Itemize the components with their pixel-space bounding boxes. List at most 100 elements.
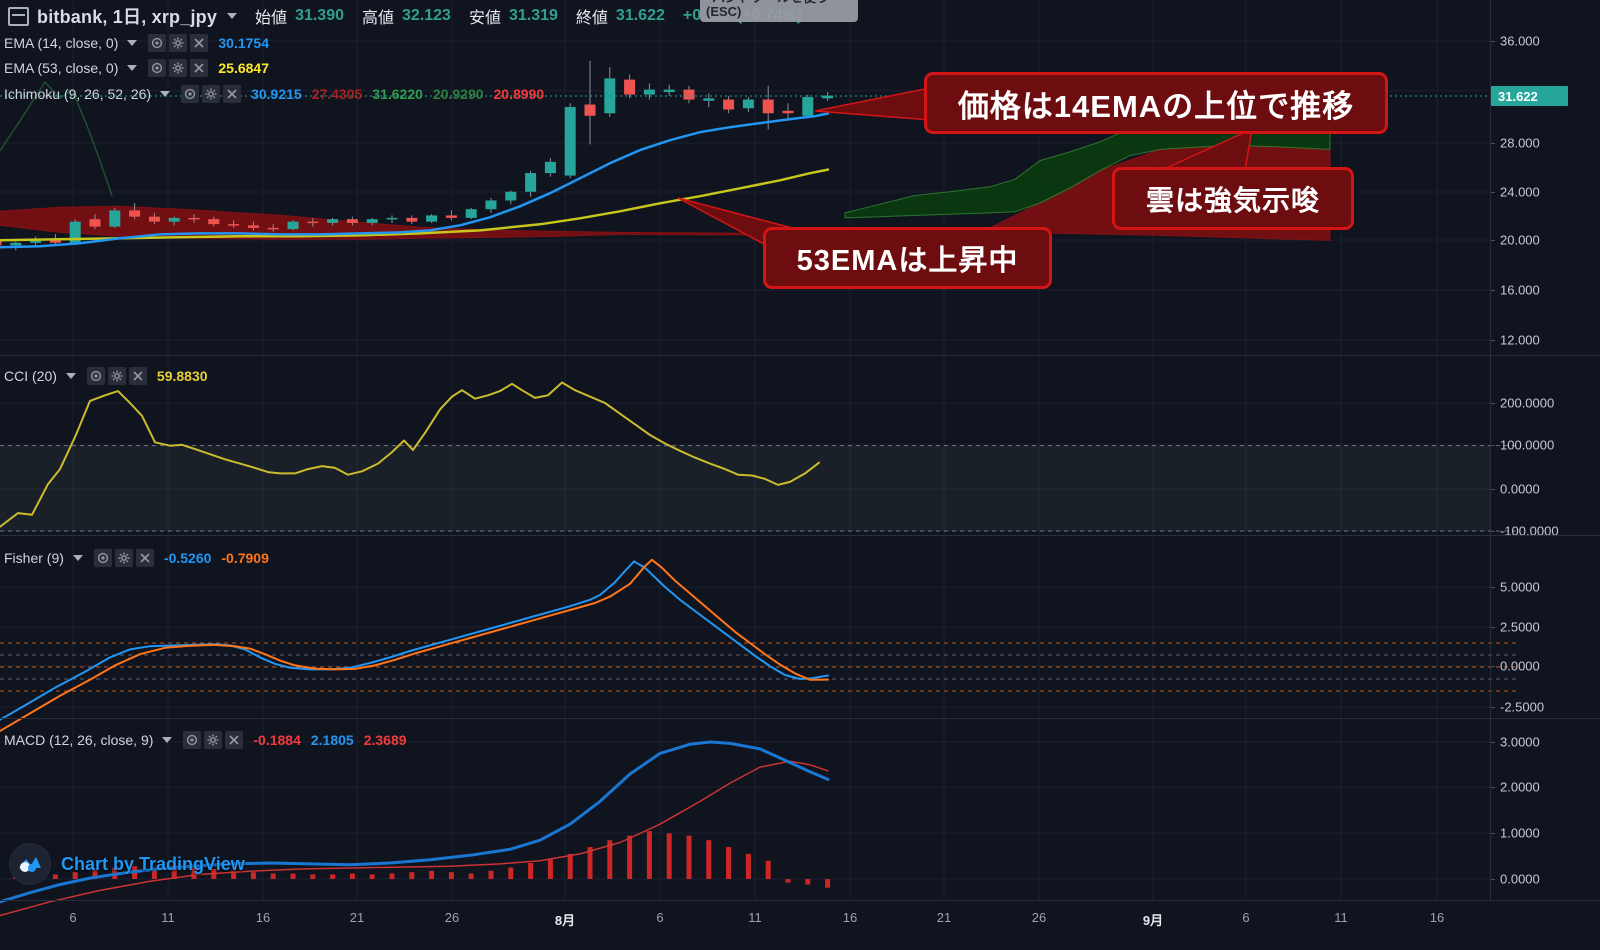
- chart-layout-icon[interactable]: [8, 6, 29, 26]
- candle-up: [69, 221, 81, 243]
- hint-tooltip: ハンドツールを使う (ESC): [700, 0, 858, 22]
- time-label: 16: [1429, 910, 1445, 925]
- macd-histogram-bar: [349, 873, 355, 879]
- ichimoku-chikou-line: [0, 81, 113, 197]
- indicator-dropdown-icon[interactable]: [65, 373, 76, 379]
- indicator-visibility-icon[interactable]: [148, 34, 167, 52]
- price-scale-column[interactable]: 36.000 28.000 24.000 20.000 16.000 12.000 200.…: [1490, 0, 1600, 900]
- macd-histogram-bar: [171, 865, 177, 879]
- annotation-ema-text: 53EMAは上昇中: [796, 245, 1019, 277]
- indicator-visibility-icon[interactable]: [183, 731, 202, 749]
- panel-separator[interactable]: [0, 355, 1600, 356]
- annotation-bullish-cloud[interactable]: 雲は強気示唆: [1112, 167, 1354, 230]
- macd-signal-line: [0, 760, 829, 917]
- indicator-settings-icon[interactable]: [202, 85, 221, 103]
- macd-histogram-bar: [627, 835, 633, 879]
- candle-up: [525, 173, 537, 192]
- candle-down: [445, 215, 457, 218]
- macd-histogram-bar: [706, 840, 712, 879]
- axis-tick: [1490, 143, 1495, 144]
- axis-tick: [1490, 489, 1495, 490]
- panel-separator[interactable]: [0, 718, 1600, 719]
- annotation-price-above-ema[interactable]: 価格は14EMAの上位で推移: [924, 72, 1388, 134]
- macd-histogram-bar: [726, 847, 732, 879]
- indicator-title[interactable]: CCI (20): [4, 368, 57, 384]
- candle-up: [327, 219, 339, 223]
- indicator-dropdown-icon[interactable]: [162, 737, 173, 743]
- time-scale[interactable]: 6 11 16 21 26 8月 6 11 16 21 26 9月 6 11 16: [0, 900, 1600, 950]
- indicator-buttons: [86, 367, 147, 385]
- time-label: 6: [1242, 910, 1250, 925]
- candle-up: [386, 217, 398, 220]
- indicator-dropdown-icon[interactable]: [160, 91, 171, 97]
- tradingview-logo-icon[interactable]: [10, 844, 50, 884]
- panel-separator[interactable]: [0, 535, 1600, 536]
- indicator-title[interactable]: MACD (12, 26, close, 9): [4, 732, 154, 748]
- candle-down: [406, 217, 418, 222]
- indicator-visibility-icon[interactable]: [86, 367, 105, 385]
- tradingview-attribution-text[interactable]: Chart by TradingView: [61, 853, 245, 874]
- candle-up: [287, 221, 299, 230]
- candle-up: [109, 210, 121, 227]
- indicator-value: 20.8990: [493, 86, 545, 102]
- high-value: 32.123: [402, 7, 451, 24]
- panel-separator[interactable]: [0, 900, 1600, 901]
- indicator-settings-icon[interactable]: [107, 367, 126, 385]
- macd-histogram-bar: [745, 853, 751, 879]
- indicator-dropdown-icon[interactable]: [127, 65, 138, 71]
- axis-label: 12.000: [1500, 332, 1540, 348]
- indicator-visibility-icon[interactable]: [93, 549, 112, 567]
- axis-label: 3.0000: [1500, 734, 1540, 750]
- symbol-dropdown-icon[interactable]: [227, 13, 238, 19]
- indicator-title[interactable]: Ichimoku (9, 26, 52, 26): [4, 86, 152, 102]
- indicator-remove-icon[interactable]: [190, 59, 209, 77]
- indicator-legend-row: Fisher (9) -0.5260 -0.7909: [4, 549, 269, 567]
- indicator-value: 59.8830: [156, 368, 208, 384]
- price-scale-divider[interactable]: [1490, 0, 1491, 900]
- indicator-settings-icon[interactable]: [114, 549, 133, 567]
- indicator-dropdown-icon[interactable]: [72, 555, 83, 561]
- indicator-remove-icon[interactable]: [190, 34, 209, 52]
- symbol-title[interactable]: bitbank, 1日, xrp_jpy: [37, 7, 218, 27]
- indicator-title[interactable]: Fisher (9): [4, 550, 64, 566]
- indicator-remove-icon[interactable]: [225, 731, 244, 749]
- candle-down: [129, 210, 141, 217]
- axis-label: 24.000: [1500, 184, 1540, 200]
- annotation-ema53-rising[interactable]: 53EMAは上昇中: [763, 227, 1052, 289]
- indicator-dropdown-icon[interactable]: [127, 40, 138, 46]
- macd-histogram-bar: [429, 870, 435, 879]
- indicator-buttons: [148, 59, 209, 77]
- indicator-settings-icon[interactable]: [169, 59, 188, 77]
- time-label: 6: [69, 910, 77, 925]
- time-label: 16: [255, 910, 271, 925]
- macd-histogram-bar: [825, 879, 831, 888]
- annotation-cloud-text: 雲は強気示唆: [1145, 184, 1320, 216]
- tradingview-attribution[interactable]: Chart by TradingView: [10, 844, 245, 884]
- cci-line: [0, 381, 820, 528]
- indicator-settings-icon[interactable]: [169, 34, 188, 52]
- indicator-title[interactable]: EMA (53, close, 0): [4, 60, 119, 76]
- axis-label: 20.000: [1500, 232, 1540, 248]
- macd-histogram-bar: [607, 840, 613, 879]
- axis-tick: [1490, 192, 1495, 193]
- macd-histogram-bar: [805, 879, 811, 885]
- macd-histogram-bar: [92, 869, 98, 879]
- indicator-value: 20.9290: [432, 86, 484, 102]
- indicator-visibility-icon[interactable]: [148, 59, 167, 77]
- chart-header: bitbank, 1日, xrp_jpy 始値 31.390 高値 32.123…: [8, 4, 802, 28]
- indicator-settings-icon[interactable]: [204, 731, 223, 749]
- indicator-remove-icon[interactable]: [128, 367, 147, 385]
- axis-label: 2.0000: [1500, 779, 1540, 795]
- indicator-title[interactable]: EMA (14, close, 0): [4, 35, 119, 51]
- indicator-value: -0.1884: [253, 732, 301, 748]
- indicator-visibility-icon[interactable]: [181, 85, 200, 103]
- candle-up: [643, 89, 655, 95]
- indicator-remove-icon[interactable]: [135, 549, 154, 567]
- macd-histogram-bar: [409, 872, 415, 879]
- indicator-remove-icon[interactable]: [223, 85, 242, 103]
- macd-histogram-bar: [646, 831, 652, 879]
- indicator-legend-row: EMA (53, close, 0) 25.6847: [4, 59, 269, 77]
- candle-up: [544, 161, 556, 174]
- axis-label: 0.0000: [1500, 481, 1540, 497]
